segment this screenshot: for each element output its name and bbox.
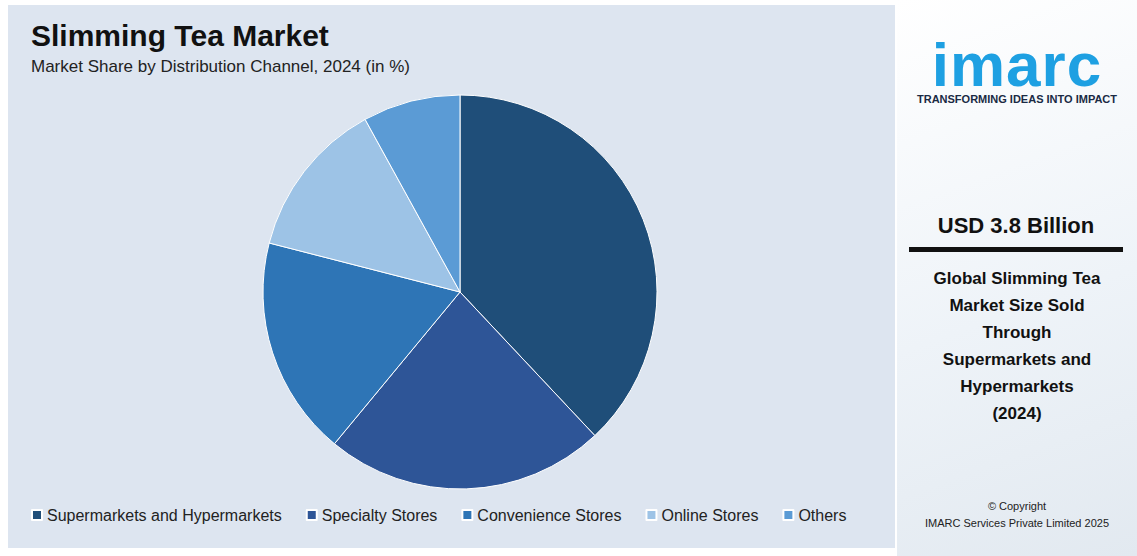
html-text:imarc: imarc [931,30,1103,99]
html-text:Hypermarkets: Hypermarkets [960,377,1074,396]
svg-text:Supermarkets and Hypermarkets: Supermarkets and Hypermarkets [47,507,282,524]
html-text:© Copyright: © Copyright [987,500,1047,512]
svg-text:Market Share by Distribution C: Market Share by Distribution Channel, 20… [31,57,410,76]
html-text:TRANSFORMING IDEAS INTO IMPACT: TRANSFORMING IDEAS INTO IMPACT [917,93,1117,105]
html-text:Supermarkets and: Supermarkets and [942,350,1092,369]
html-text:Through: Through [982,323,1052,342]
html-text:IMARC Services Private Limited: IMARC Services Private Limited 2025 [925,517,1109,529]
svg-text:Others: Others [798,507,846,524]
svg-text:Specialty Stores: Specialty Stores [322,507,438,524]
svg-text:Slimming Tea Market: Slimming Tea Market [31,19,329,52]
html-text:Market Size Sold: Market Size Sold [949,296,1085,315]
html-text:Global Slimming Tea: Global Slimming Tea [933,269,1101,288]
html-text:USD 3.8 Billion: USD 3.8 Billion [937,213,1095,238]
html-text:(2024): (2024) [992,404,1042,423]
svg-text:Convenience Stores: Convenience Stores [477,507,621,524]
svg-text:Online Stores: Online Stores [661,507,758,524]
